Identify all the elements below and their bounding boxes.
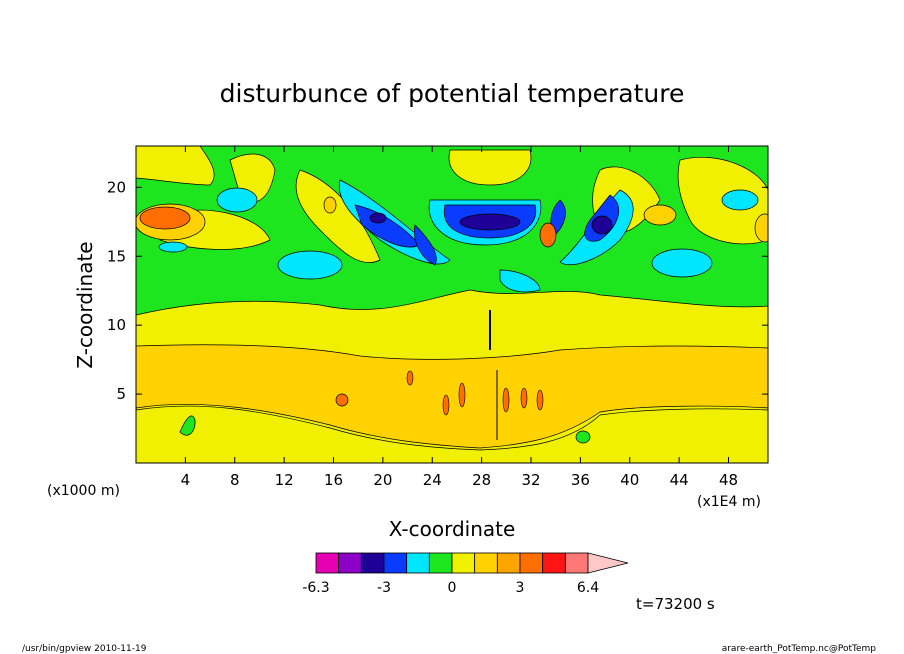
x-tick-label: 48 <box>719 471 738 489</box>
footer-left: /usr/bin/gpview 2010-11-19 <box>22 644 147 654</box>
x-tick-label: 36 <box>571 471 590 489</box>
x-tick-label: 24 <box>423 471 442 489</box>
colorbar-swatch <box>428 552 453 574</box>
colorbar-label: -6.3 <box>302 580 329 596</box>
x-tick-label: 20 <box>373 471 392 489</box>
plot-frame <box>135 145 769 464</box>
colorbar-swatch <box>519 552 544 574</box>
x-tick-label: 4 <box>181 471 191 489</box>
y-axis-label: Z-coordinate <box>73 241 97 368</box>
colorbar-swatch <box>406 552 430 574</box>
x-scale-note: (x1E4 m) <box>697 494 761 510</box>
colorbar-swatch <box>315 552 340 574</box>
colorbar-swatch <box>542 552 566 574</box>
y-axis: 5 10 15 20 <box>107 178 768 403</box>
colorbar-extend-arrow <box>587 552 629 574</box>
y-tick-label: 15 <box>107 247 126 265</box>
x-tick-label: 12 <box>275 471 294 489</box>
x-tick-label: 8 <box>230 471 240 489</box>
colorbar-swatch <box>496 552 521 574</box>
x-tick-label: 28 <box>472 471 491 489</box>
colorbar-swatch <box>451 552 476 574</box>
x-tick-label: 16 <box>324 471 343 489</box>
chart-title: disturbunce of potential temperature <box>220 79 685 108</box>
colorbar-label: 0 <box>448 580 457 596</box>
x-tick-label: 40 <box>620 471 639 489</box>
colorbar-label: 6.4 <box>577 580 599 596</box>
colorbar <box>315 552 629 574</box>
y-tick-label: 5 <box>116 385 126 403</box>
footer-right: arare-earth_PotTemp.nc@PotTemp <box>722 644 877 654</box>
y-tick-label: 20 <box>107 178 126 196</box>
colorbar-label: -3 <box>377 580 391 596</box>
colorbar-swatch <box>360 552 385 574</box>
time-label: t=73200 s <box>636 595 715 613</box>
colorbar-labels: -6.3 -3 0 3 6.4 <box>302 580 599 596</box>
contour-field <box>136 146 768 463</box>
colorbar-swatch <box>474 552 498 574</box>
y-tick-label: 10 <box>107 316 126 334</box>
colorbar-label: 3 <box>516 580 525 596</box>
colorbar-swatch <box>564 552 589 574</box>
x-axis: 4 8 12 16 20 24 28 32 36 40 44 48 <box>181 146 738 489</box>
colorbar-swatch <box>338 552 362 574</box>
colorbar-swatch <box>383 552 408 574</box>
x-tick-label: 44 <box>670 471 689 489</box>
y-scale-note: (x1000 m) <box>47 483 120 499</box>
x-tick-label: 32 <box>521 471 540 489</box>
x-axis-label: X-coordinate <box>389 517 516 541</box>
field-lower-yellow <box>136 405 768 463</box>
field-orange-layer <box>136 344 768 449</box>
